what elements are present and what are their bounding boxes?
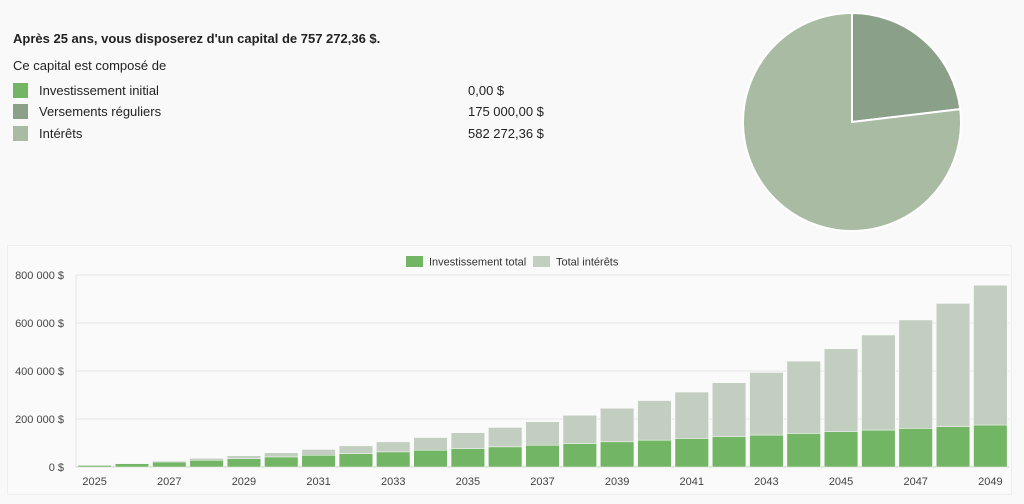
capital-bar-chart-panel: 0 $ 200 000 $ 400 000 $ 600 000 $ 800 000 $ 2…: [7, 245, 1012, 495]
legend-swatch: [13, 126, 28, 141]
bar-investment: [600, 441, 635, 468]
composition-pie-chart: [742, 11, 962, 232]
bar-investment: [898, 428, 933, 468]
y-tick-label: 600 000 $: [15, 318, 64, 330]
y-tick-label: 800 000 $: [15, 270, 64, 282]
legend-swatch: [406, 256, 423, 267]
bar-investment: [824, 431, 859, 468]
bar-investment: [152, 461, 187, 468]
composition-label: Ce capital est composé de: [13, 58, 167, 73]
y-tick-label: 0 $: [49, 462, 64, 474]
composition-row-interest: Intérêts 582 272,36 $: [13, 126, 573, 142]
bar-interest: [562, 415, 597, 444]
legend-swatch: [533, 256, 550, 267]
bar-investment: [77, 465, 112, 468]
x-tick-label: 2043: [754, 476, 778, 488]
bar-investment: [935, 426, 971, 468]
composition-row-regular: Versements réguliers 175 000,00 $: [13, 104, 573, 120]
bar-interest: [637, 400, 672, 441]
bar-investment: [301, 454, 336, 468]
bar-investment: [712, 436, 747, 468]
bar-investment: [376, 451, 411, 468]
bar-interest: [114, 462, 150, 464]
legend-swatch: [13, 104, 28, 119]
row-value: 0,00 $: [468, 83, 505, 98]
x-tick-label: 2041: [680, 476, 704, 488]
row-label: Versements réguliers: [39, 104, 162, 119]
row-value: 582 272,36 $: [468, 126, 544, 141]
bar-interest: [413, 437, 448, 451]
bar-investment: [749, 434, 784, 468]
x-tick-label: 2033: [381, 476, 405, 488]
bar-interest: [600, 408, 635, 443]
bar-investment: [786, 433, 821, 468]
bar-interest: [450, 432, 485, 449]
bar-investment: [674, 438, 709, 468]
bar-interest: [152, 460, 187, 463]
bar-interest: [898, 319, 933, 429]
bar-investment: [413, 449, 448, 468]
bar-investment: [189, 460, 224, 468]
x-tick-label: 2031: [306, 476, 330, 488]
x-tick-label: 2047: [903, 476, 927, 488]
bar-interest: [338, 445, 373, 454]
bar-interest: [824, 348, 859, 432]
bar-interest: [301, 449, 336, 456]
bar-investment: [861, 429, 896, 468]
x-tick-label: 2037: [530, 476, 554, 488]
legend-label: Investissement total: [429, 257, 526, 269]
bar-interest: [525, 421, 560, 446]
bar-interest: [376, 441, 411, 453]
bar-interest: [226, 455, 261, 459]
x-tick-label: 2039: [605, 476, 629, 488]
legend-label: Total intérêts: [556, 257, 619, 269]
bar-interest: [674, 391, 709, 439]
bar-investment: [562, 443, 597, 468]
bar-investment: [973, 424, 1008, 468]
row-label: Intérêts: [39, 126, 83, 141]
capital-headline: Après 25 ans, vous disposerez d'un capit…: [13, 31, 381, 46]
bar-interest: [935, 303, 971, 427]
bar-interest: [189, 458, 224, 461]
bar-interest: [786, 360, 821, 434]
legend-swatch: [13, 83, 28, 98]
bar-interest: [749, 372, 784, 436]
y-tick-label: 400 000 $: [15, 366, 64, 378]
x-tick-label: 2049: [978, 476, 1002, 488]
bar-investment: [264, 456, 299, 468]
x-tick-label: 2035: [456, 476, 480, 488]
bar-interest: [861, 334, 896, 431]
y-tick-label: 200 000 $: [15, 414, 64, 426]
bar-investment: [637, 439, 672, 468]
bar-investment: [114, 463, 150, 468]
pie-slice: [742, 11, 962, 232]
x-tick-label: 2027: [157, 476, 181, 488]
capital-bar-chart: 0 $ 200 000 $ 400 000 $ 600 000 $ 800 000 $ 2…: [15, 256, 1009, 488]
bar-investment: [226, 458, 261, 468]
row-value: 175 000,00 $: [468, 104, 544, 119]
bar-interest: [264, 452, 299, 458]
x-tick-label: 2029: [232, 476, 256, 488]
composition-row-initial: Investissement initial 0,00 $: [13, 83, 573, 99]
bar-interest: [488, 427, 523, 448]
bar-investment: [488, 446, 523, 468]
bar-investment: [450, 448, 485, 468]
bar-investment: [525, 444, 560, 468]
pie-slice: [851, 11, 962, 124]
x-tick-label: 2025: [82, 476, 106, 488]
bar-interest: [712, 382, 747, 438]
bar-investment: [338, 453, 373, 468]
row-label: Investissement initial: [39, 83, 159, 98]
x-tick-label: 2045: [829, 476, 853, 488]
bar-interest: [973, 285, 1008, 426]
